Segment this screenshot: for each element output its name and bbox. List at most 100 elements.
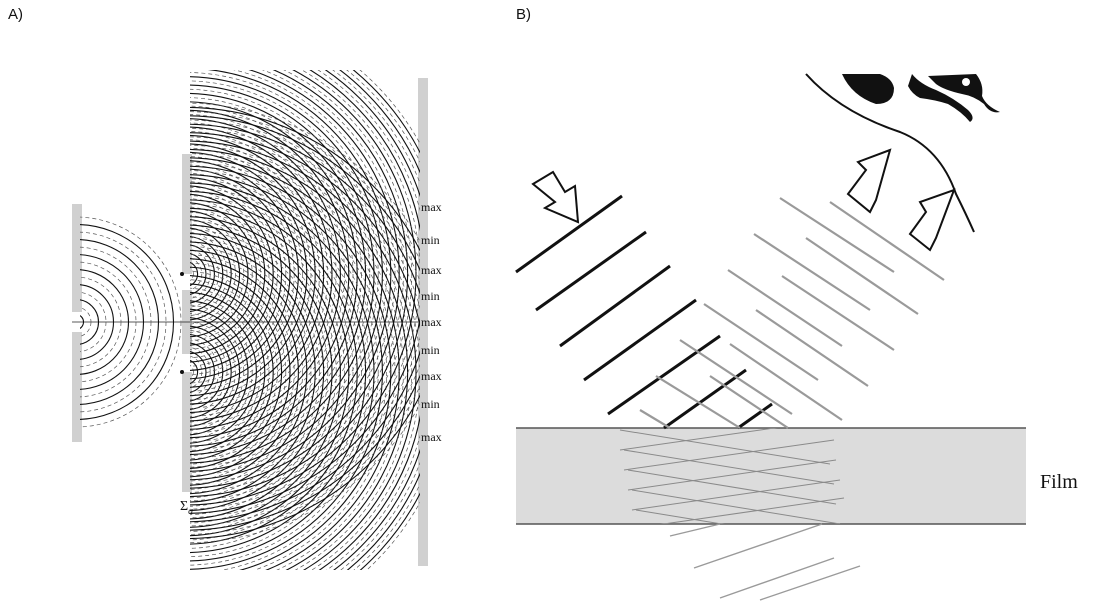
wave-trough <box>190 254 303 490</box>
wave-crest <box>190 143 316 405</box>
wave-trough <box>190 296 261 448</box>
fringe-label-max: max <box>421 263 442 277</box>
wave-crest <box>190 151 308 397</box>
wave-crest <box>190 157 400 570</box>
wave-trough <box>80 216 182 428</box>
wave-trough <box>80 307 92 337</box>
wave-trough <box>190 130 329 418</box>
fringe-label-min: min <box>421 343 440 357</box>
film-internal-waves <box>619 428 845 524</box>
wave-trough <box>190 266 194 282</box>
wave-crest <box>190 134 325 414</box>
wave-trough <box>190 237 320 507</box>
barrier-2-bottom <box>182 372 192 492</box>
wave-trough <box>80 246 152 398</box>
wave-crest <box>190 342 215 402</box>
wave-crest <box>80 269 130 375</box>
wave-trough <box>190 156 303 392</box>
wave-crest <box>190 227 232 321</box>
wave-crest <box>80 299 100 345</box>
sigma-label: Σa <box>180 499 193 517</box>
wave-trough <box>190 70 413 502</box>
wave-trough <box>190 139 320 409</box>
wave-trough <box>190 321 236 423</box>
wave-crest <box>190 244 215 304</box>
wave-trough <box>80 276 122 368</box>
wave-crest <box>190 266 291 478</box>
wave-crest <box>190 308 249 436</box>
wave-trough <box>190 114 345 434</box>
panel-a-double-slit: Σa max min max min max min max min max <box>72 70 442 570</box>
wave-crest <box>80 239 160 405</box>
single-slit-wavefronts <box>80 216 182 428</box>
wave-crest <box>190 232 325 512</box>
fringe-label-max: max <box>421 430 442 444</box>
wave-crest <box>190 109 350 439</box>
wave-crest <box>190 118 341 430</box>
barrier-2-top <box>182 154 192 274</box>
reflected-arrow-icon-1 <box>846 148 892 214</box>
wave-crest <box>190 168 291 380</box>
double-slit-wavefronts <box>190 70 420 570</box>
wave-crest <box>190 140 417 570</box>
wave-trough <box>190 161 396 570</box>
wave-crest <box>190 241 316 503</box>
wave-trough <box>190 313 245 431</box>
wave-trough <box>190 271 287 473</box>
wave-trough <box>190 248 211 300</box>
wave-trough <box>190 223 236 325</box>
wave-crest <box>190 70 392 481</box>
wave-crest <box>190 210 249 338</box>
wave-crest <box>190 317 241 427</box>
wave-crest <box>190 148 409 570</box>
wave-trough <box>190 88 371 460</box>
fringe-label-min: min <box>421 397 440 411</box>
wave-trough <box>190 228 329 516</box>
wave-crest <box>190 185 274 363</box>
reflected-wavefronts <box>639 197 945 429</box>
wave-crest <box>190 219 241 329</box>
viewing-screen <box>418 78 428 566</box>
reflected-arrow-icon-2 <box>908 188 956 252</box>
wave-crest <box>190 165 392 570</box>
wave-crest <box>80 254 145 390</box>
wave-trough <box>80 231 167 413</box>
wave-crest <box>190 258 299 486</box>
wave-trough <box>190 287 270 457</box>
wave-crest <box>190 160 299 388</box>
wave-crest <box>190 207 350 537</box>
wave-crest <box>190 70 409 498</box>
wave-trough <box>190 170 387 570</box>
wave-crest <box>190 300 257 444</box>
wave-crest <box>190 177 283 371</box>
wave-crest <box>190 199 358 545</box>
wave-crest <box>190 174 383 570</box>
barrier-1-upper <box>72 204 82 312</box>
fringe-label-max: max <box>421 200 442 214</box>
wave-trough <box>80 261 137 383</box>
wave-trough <box>190 279 278 465</box>
wave-trough <box>190 70 396 485</box>
panel-b-label: B) <box>516 6 531 23</box>
wave-trough <box>190 173 287 375</box>
wave-trough <box>190 198 261 350</box>
slit-point-lower <box>180 370 184 374</box>
slit-point-upper <box>180 272 184 276</box>
fringe-label-max: max <box>421 369 442 383</box>
observer-eye-icon <box>805 73 1000 233</box>
fringe-labels: max min max min max min max min max <box>421 200 442 444</box>
wave-crest <box>190 193 266 355</box>
wave-crest <box>190 101 358 447</box>
wave-crest <box>80 315 85 329</box>
wave-crest <box>190 261 199 287</box>
wave-trough <box>80 291 107 353</box>
film-layer <box>516 428 1026 524</box>
wave-trough <box>190 355 203 389</box>
wave-crest <box>80 284 115 360</box>
wave-crest <box>190 359 199 385</box>
wave-trough <box>190 186 371 558</box>
transmitted-wavefronts <box>669 523 861 601</box>
fringe-label-min: min <box>421 289 440 303</box>
wave-trough <box>190 338 219 406</box>
wave-crest <box>190 283 274 461</box>
